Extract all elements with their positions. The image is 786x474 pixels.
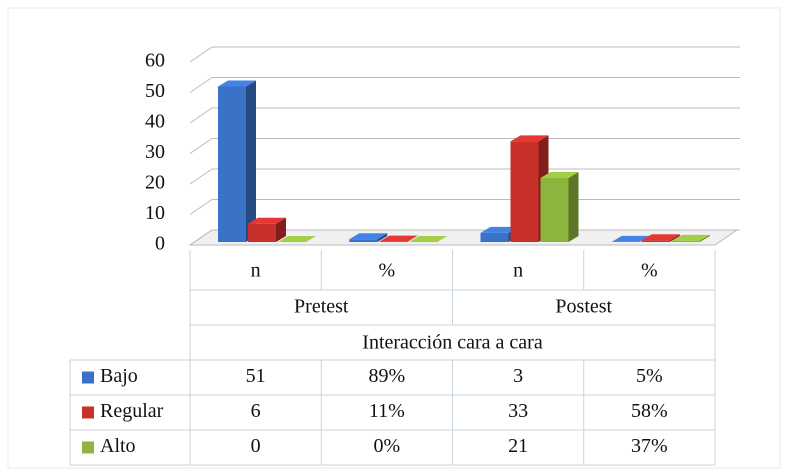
y-tick-label: 50	[145, 80, 165, 102]
bar	[409, 236, 448, 242]
bar	[349, 233, 388, 242]
bar-top	[218, 80, 256, 87]
y-tick-label: 60	[145, 50, 165, 72]
bar-top	[248, 217, 286, 224]
table-cell: 37%	[631, 435, 668, 457]
y-tick-label: 20	[145, 172, 165, 194]
bar-top	[671, 234, 710, 241]
bar-top	[278, 236, 316, 242]
x-axis-title: Interacción cara a cara	[362, 332, 543, 354]
bar-front	[349, 239, 378, 242]
bar-top	[510, 135, 549, 142]
table-cell: 89%	[369, 365, 406, 387]
grid-line	[189, 199, 740, 215]
x-tick-label: %	[641, 260, 658, 282]
y-tick-label: 30	[145, 141, 165, 163]
bar-top	[379, 235, 418, 242]
table-cell: 6	[251, 400, 261, 422]
bar-top	[349, 233, 388, 240]
bar	[671, 234, 710, 242]
bar	[248, 217, 286, 242]
bar-side	[276, 217, 286, 242]
grid-line	[189, 77, 740, 93]
bar-front	[641, 240, 670, 242]
grid-line	[189, 46, 740, 63]
legend-swatch	[82, 441, 94, 454]
table-cell: 21	[508, 435, 528, 457]
group-label: Postest	[555, 296, 612, 318]
x-tick-label: n	[513, 260, 523, 282]
bar-side	[669, 234, 680, 242]
table-cell: 0	[251, 435, 261, 457]
grid-line	[189, 168, 740, 185]
bar-front	[248, 223, 276, 242]
bar-top	[540, 171, 579, 178]
bar-front	[540, 177, 569, 242]
bar-side	[568, 171, 579, 242]
bar-front	[480, 232, 509, 242]
table-cell: 58%	[631, 400, 668, 422]
y-tick-label: 40	[145, 111, 165, 133]
x-tick-label: %	[379, 260, 396, 282]
table-cell: 33	[508, 400, 528, 422]
legend-label: Alto	[100, 435, 136, 457]
legend-swatch	[82, 371, 94, 384]
bar-top	[641, 234, 680, 241]
table-cell: 5%	[636, 365, 663, 387]
bar	[278, 236, 316, 242]
bar	[540, 171, 579, 242]
bar-front	[510, 141, 539, 242]
table-cell: 0%	[374, 435, 401, 457]
y-tick-label: 10	[145, 202, 165, 224]
bar-top	[480, 226, 519, 233]
bar	[641, 234, 680, 242]
x-tick-label: n	[251, 260, 261, 282]
grid-line	[189, 138, 740, 154]
bar-side	[377, 233, 388, 242]
bar-front	[671, 240, 700, 242]
table-cell: 3	[513, 365, 523, 387]
bar-top	[409, 236, 448, 242]
y-tick-label: 0	[155, 233, 165, 255]
table-cell: 11%	[369, 400, 405, 422]
group-label: Pretest	[294, 296, 349, 318]
table-cell: 51	[246, 365, 266, 387]
bar-top	[611, 235, 650, 242]
legend-swatch	[82, 406, 94, 419]
bar-side	[246, 80, 256, 242]
legend-label: Bajo	[100, 365, 138, 387]
bar-side	[699, 234, 710, 242]
legend-label: Regular	[100, 400, 164, 422]
chart-border	[7, 7, 781, 469]
bar-front	[218, 86, 246, 242]
bar	[379, 235, 418, 242]
bar-side	[407, 235, 418, 242]
bar	[218, 80, 256, 242]
grid-line	[189, 107, 740, 124]
